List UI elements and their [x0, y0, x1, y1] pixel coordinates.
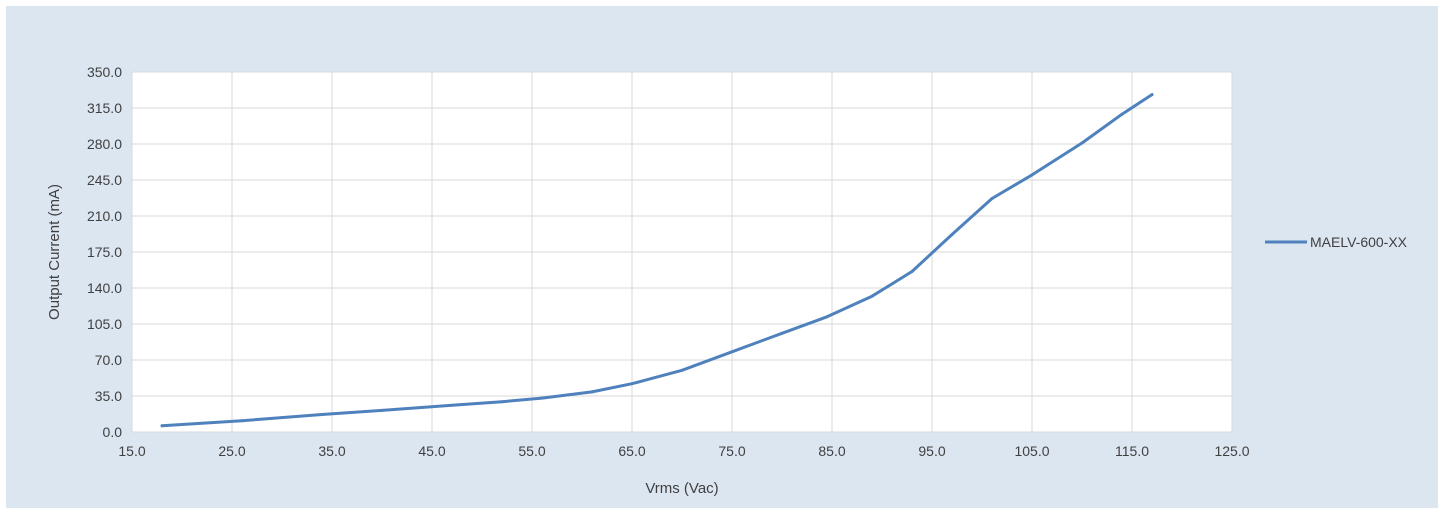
- data-point: [870, 294, 874, 298]
- x-tick-label: 55.0: [518, 443, 545, 459]
- data-point: [1030, 173, 1034, 177]
- data-point: [1120, 112, 1124, 116]
- y-tick-label: 245.0: [87, 172, 122, 188]
- x-tick-label: 105.0: [1014, 443, 1049, 459]
- data-point: [1080, 141, 1084, 145]
- x-tick-label: 25.0: [218, 443, 245, 459]
- data-point: [1150, 93, 1154, 97]
- y-tick-label: 0.0: [103, 424, 123, 440]
- data-point: [450, 403, 454, 407]
- x-tick-label: 65.0: [618, 443, 645, 459]
- x-tick-label: 125.0: [1214, 443, 1249, 459]
- data-point: [950, 233, 954, 236]
- data-point: [910, 270, 914, 273]
- data-point: [680, 368, 684, 372]
- x-tick-label: 115.0: [1115, 443, 1149, 459]
- y-tick-label: 175.0: [87, 244, 122, 260]
- x-tick-label: 35.0: [318, 443, 345, 459]
- legend-label: MAELV-600-XX: [1310, 234, 1408, 250]
- y-tick-label: 350.0: [87, 64, 122, 80]
- x-tick-label: 15.0: [118, 443, 145, 459]
- x-axis-title: Vrms (Vac): [645, 480, 718, 497]
- data-point: [380, 408, 384, 412]
- data-point: [630, 382, 634, 386]
- legend: MAELV-600-XX: [1265, 234, 1408, 250]
- y-tick-label: 105.0: [87, 316, 122, 332]
- x-tick-label: 85.0: [818, 443, 845, 459]
- y-tick-label: 315.0: [87, 100, 122, 116]
- y-tick-label: 35.0: [95, 388, 122, 404]
- y-tick-label: 140.0: [87, 280, 122, 296]
- data-point: [240, 419, 244, 423]
- y-tick-label: 70.0: [95, 352, 122, 368]
- x-tick-label: 75.0: [718, 443, 745, 459]
- y-tick-label: 210.0: [87, 208, 122, 224]
- x-tick-label: 95.0: [918, 443, 945, 459]
- data-point: [160, 424, 164, 428]
- data-point: [730, 350, 734, 354]
- chart-area: 15.0 25.0 35.0 45.0 55.0 65.0 75.0 85.0 95.0 105.…: [6, 6, 1438, 508]
- data-point: [780, 331, 784, 335]
- data-point: [540, 396, 544, 400]
- x-tick-label: 45.0: [418, 443, 445, 459]
- data-point: [320, 413, 324, 416]
- data-point: [590, 390, 594, 394]
- data-point: [990, 197, 994, 200]
- line-chart: 15.0 25.0 35.0 45.0 55.0 65.0 75.0 85.0 95.0 105.…: [46, 64, 1408, 497]
- data-point: [500, 400, 504, 404]
- y-axis-title: Output Current (mA): [46, 184, 63, 320]
- y-tick-label: 280.0: [87, 136, 122, 152]
- data-point: [825, 315, 829, 319]
